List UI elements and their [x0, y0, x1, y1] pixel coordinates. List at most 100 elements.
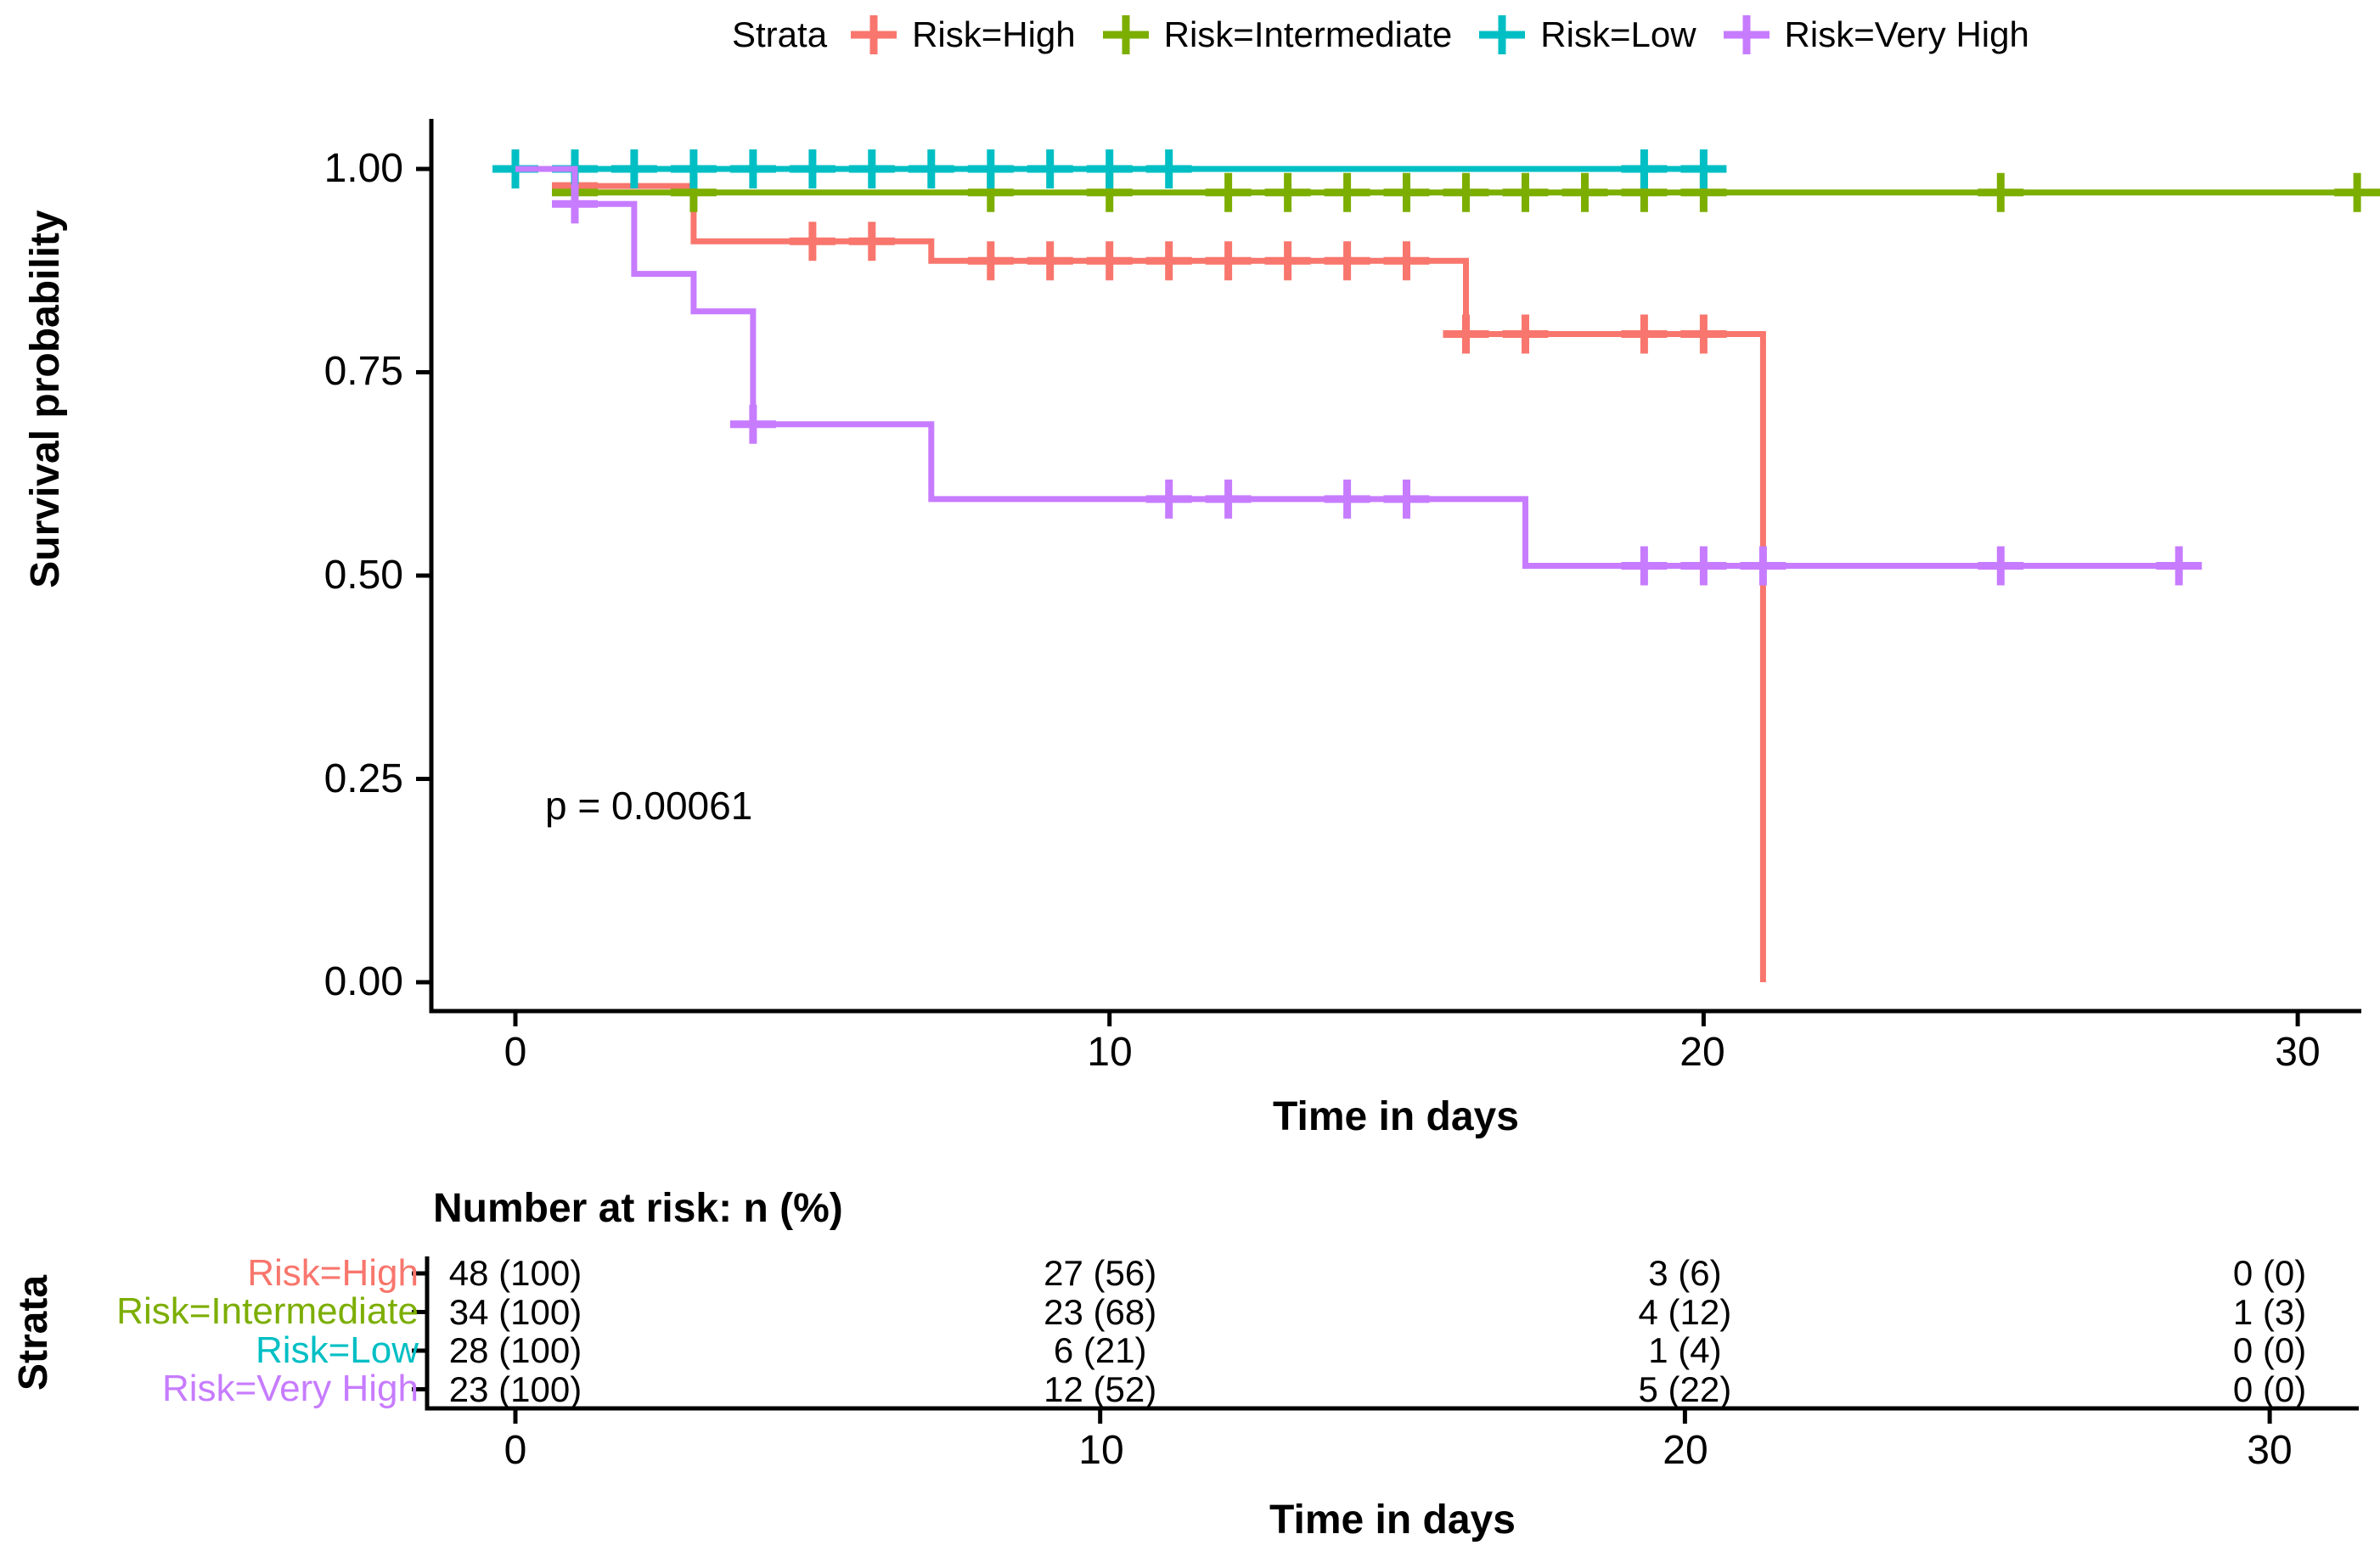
censor-mark-risk-high	[1027, 241, 1073, 281]
risk-table-x-tick-label: 0	[504, 1428, 527, 1473]
plus-marker-icon	[1479, 15, 1526, 54]
censor-mark-risk-high	[1680, 314, 1727, 354]
censor-mark-risk-intermediate	[1324, 172, 1370, 212]
censor-mark-risk-very-high	[1740, 546, 1786, 586]
censor-mark-risk-high	[967, 241, 1014, 281]
censor-mark-risk-very-high	[1145, 479, 1192, 519]
y-axis-tick-label: 0.75	[324, 349, 403, 394]
legend-item-risk-very-high: Risk=Very High	[1722, 14, 2029, 55]
risk-table-cell: 4 (12)	[1638, 1291, 1732, 1332]
risk-table-cell: 28 (100)	[448, 1330, 582, 1370]
censor-mark-risk-very-high	[1621, 546, 1668, 586]
censor-mark-risk-high	[1145, 241, 1192, 281]
censor-mark-risk-low	[908, 149, 954, 188]
censor-mark-risk-low	[670, 149, 717, 188]
x-axis-tick-label: 30	[2275, 1030, 2321, 1075]
y-axis-tick-label: 0.50	[324, 553, 403, 598]
plus-marker-icon	[1723, 15, 1770, 54]
km-curve-risk-high	[515, 166, 1766, 982]
risk-table-x-tick-label: 20	[1663, 1428, 1708, 1473]
censor-mark-risk-very-high	[1324, 479, 1370, 519]
legend: Strata Risk=High Risk=Intermediate Risk=…	[732, 8, 2055, 61]
censor-mark-risk-very-high	[1205, 479, 1252, 519]
censor-mark-risk-low	[789, 149, 836, 188]
censor-mark-risk-very-high	[1383, 479, 1430, 519]
censor-mark-risk-high	[1621, 314, 1668, 354]
legend-item-risk-intermediate: Risk=Intermediate	[1101, 14, 1453, 55]
risk-table-cell: 1 (3)	[2232, 1291, 2307, 1332]
censor-mark-risk-very-high	[552, 184, 598, 224]
main-axes	[429, 119, 2361, 1014]
legend-label: Risk=Intermediate	[1163, 14, 1453, 54]
risk-table-title: Number at risk: n (%)	[433, 1186, 843, 1231]
censor-mark-risk-intermediate	[1264, 172, 1311, 212]
legend-label: Risk=Very High	[1784, 14, 2029, 54]
censor-mark-risk-high	[1264, 241, 1311, 281]
censor-mark-risk-intermediate	[1978, 172, 2024, 212]
risk-table-x-tick-label: 30	[2247, 1428, 2293, 1473]
censor-mark-risk-high	[1324, 241, 1370, 281]
risk-row-label-intermediate: Risk=Intermediate	[116, 1290, 419, 1332]
risk-table-cell: 27 (56)	[1044, 1253, 1157, 1293]
risk-row-label-very-high: Risk=Very High	[161, 1368, 419, 1409]
censor-mark-risk-low	[848, 149, 895, 188]
censor-mark-risk-very-high	[1978, 546, 2024, 586]
legend-item-risk-high: Risk=High	[849, 14, 1076, 55]
legend-title: Strata	[732, 14, 828, 54]
risk-table-cell: 48 (100)	[448, 1253, 582, 1293]
risk-table-cell: 0 (0)	[2232, 1368, 2307, 1409]
censor-mark-risk-high	[1086, 241, 1133, 281]
risk-table-cell: 12 (52)	[1044, 1368, 1157, 1409]
censor-mark-risk-high	[1443, 314, 1489, 354]
censor-mark-risk-low	[967, 149, 1014, 188]
censor-mark-risk-intermediate	[2334, 172, 2380, 212]
censor-mark-risk-intermediate	[1561, 172, 1608, 212]
plus-marker-icon	[851, 15, 897, 54]
censor-mark-risk-very-high	[729, 404, 776, 444]
plus-marker-icon	[1102, 15, 1149, 54]
censor-mark-risk-low	[1027, 149, 1073, 188]
censor-mark-risk-low	[729, 149, 776, 188]
censor-mark-risk-intermediate	[1443, 172, 1489, 212]
legend-item-risk-low: Risk=Low	[1477, 14, 1696, 55]
censor-mark-risk-intermediate	[1383, 172, 1430, 212]
censor-mark-risk-very-high	[1680, 546, 1727, 586]
risk-table-cell: 23 (68)	[1044, 1291, 1157, 1332]
risk-table-axes	[425, 1256, 2359, 1411]
censor-mark-risk-high	[1383, 241, 1430, 281]
censor-mark-risk-low	[1680, 149, 1727, 188]
y-axis-tick-label: 0.25	[324, 756, 403, 801]
legend-label: Risk=Low	[1540, 14, 1696, 54]
risk-table-cell: 5 (22)	[1638, 1368, 1732, 1409]
risk-table-cell: 6 (21)	[1053, 1330, 1147, 1370]
risk-table-cell: 0 (0)	[2232, 1253, 2307, 1293]
risk-table-cell: 0 (0)	[2232, 1330, 2307, 1370]
censor-mark-risk-high	[1502, 314, 1549, 354]
x-axis-title: Time in days	[1273, 1094, 1519, 1139]
censor-mark-risk-high	[1205, 241, 1252, 281]
x-axis-tick-label: 10	[1087, 1030, 1133, 1075]
risk-table-x-axis-title: Time in days	[1269, 1498, 1516, 1543]
y-axis-tick-label: 1.00	[324, 146, 403, 191]
x-axis-tick-label: 20	[1680, 1030, 1725, 1075]
censor-mark-risk-intermediate	[1205, 172, 1252, 212]
p-value-annotation: p = 0.00061	[545, 784, 753, 828]
y-axis-tick-label: 0.00	[324, 959, 403, 1004]
risk-table-cell: 1 (4)	[1648, 1330, 1722, 1370]
risk-table-cell: 3 (6)	[1648, 1253, 1722, 1293]
risk-table-cell: 23 (100)	[448, 1368, 582, 1409]
censor-mark-risk-low	[1145, 149, 1192, 188]
risk-row-label-high: Risk=High	[247, 1252, 419, 1294]
risk-row-label-low: Risk=Low	[256, 1329, 419, 1371]
risk-table-x-tick-label: 10	[1078, 1428, 1124, 1473]
censor-mark-risk-very-high	[2156, 546, 2203, 586]
censor-mark-risk-high	[789, 222, 836, 261]
legend-label: Risk=High	[912, 14, 1076, 54]
x-axis-tick-label: 0	[504, 1030, 527, 1075]
y-axis-title: Survival probability	[23, 210, 68, 588]
censor-mark-risk-low	[610, 149, 657, 188]
censor-mark-risk-intermediate	[1502, 172, 1549, 212]
risk-table-cell: 34 (100)	[448, 1291, 582, 1332]
censor-mark-risk-low	[1086, 149, 1133, 188]
